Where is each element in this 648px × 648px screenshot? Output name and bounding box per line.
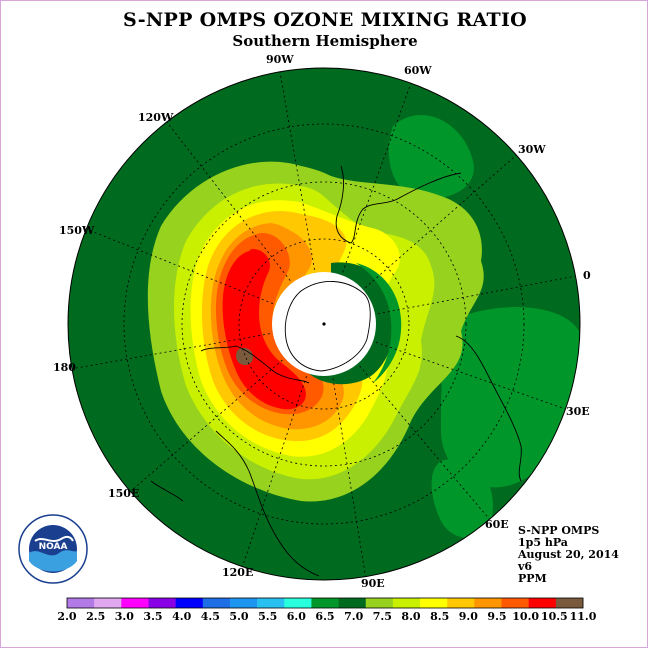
colorbar-tick-label: 5.5 [258,610,277,623]
info-date: August 20, 2014 [518,548,619,561]
map-subtitle: Southern Hemisphere [232,32,418,50]
polar-ring-green [356,263,402,383]
lon-label-150e: 150E [108,487,139,500]
colorbar-tick-label: 8.5 [430,610,449,623]
colorbar-swatch [148,598,176,608]
lon-label-30e: 30E [566,405,590,418]
colorbar-tick-label: 6.0 [287,610,306,623]
colorbar-tick-label: 8.0 [401,610,420,623]
info-units: PPM [518,572,547,585]
lon-label-90e: 90E [361,577,385,590]
patch-green-60e [431,459,493,538]
colorbar-swatch [94,598,122,608]
colorbar-swatch [67,598,95,608]
noaa-logo: NOAA [18,514,88,584]
info-version: v6 [518,560,533,573]
lon-label-180: 180 [53,361,76,374]
coast-africa [455,335,522,482]
colorbar-tick-label: 9.5 [487,610,506,623]
colorbar-tick-label: 4.5 [201,610,220,623]
graticule-lat-30 [123,123,525,525]
colorbar-swatch [121,598,149,608]
lon-label-120e: 120E [222,566,253,579]
colorbar-tick-label: 2.0 [57,610,76,623]
lon-label-120w: 120W [138,111,174,124]
colorbar-swatch [284,598,312,608]
coast-indonesia [215,430,320,577]
colorbar-tick-label: 10.5 [541,610,568,623]
colorbar-swatch [365,598,394,608]
colorbar-swatch [392,598,421,608]
colorbar-swatch [528,598,557,608]
coast-antarctica [284,281,371,372]
colorbar-tick-label: 7.5 [373,610,392,623]
colorbar-tick-label: 5.0 [229,610,248,623]
graticule-lat-50 [181,181,467,467]
contour-10-5 [222,249,306,410]
colorbar-swatch [555,598,584,608]
colorbar-swatch [420,598,448,608]
graticule-lat-70 [238,238,410,410]
colorbar-swatch [311,598,339,608]
colorbar-swatch [175,598,204,608]
south-pole-marker [322,322,326,326]
noaa-logo-text: NOAA [39,542,68,552]
colorbar-swatch [474,598,502,608]
colorbar-swatch [202,598,231,608]
colorbar-swatch [447,598,475,608]
coast-south-america [335,165,462,244]
patch-green-60w [388,114,474,200]
colorbar-swatch [257,598,285,608]
colorbar-tick-label: 11.0 [570,610,597,623]
colorbar-tick-label: 10.0 [512,610,539,623]
info-block: S-NPP OMPS 1p5 hPa August 20, 2014 v6 PP… [518,525,619,585]
polar-ring-dark [306,262,395,385]
lon-label-60e: 60E [485,518,509,531]
map-border [67,67,581,581]
colorbar-border [66,597,584,609]
info-level: 1p5 hPa [518,536,568,549]
colorbar-tick-label: 4.0 [172,610,191,623]
coast-islands [150,480,184,502]
coastlines [150,165,522,577]
colorbar-swatch [501,598,529,608]
colorbar-tick-label: 2.5 [86,610,105,623]
colorbar-tick-label: 3.0 [115,610,134,623]
lon-label-0: 0 [583,269,591,282]
colorbar-tick-label: 7.0 [344,610,363,623]
colorbar-tick-label: 3.5 [143,610,162,623]
colorbar-tick-label: 6.5 [315,610,334,623]
lon-label-30w: 30W [518,143,546,156]
info-instrument: S-NPP OMPS [518,524,600,537]
colorbar-tick-label: 9.0 [459,610,478,623]
colorbar-swatch [338,598,367,608]
coast-australia-north [200,345,310,384]
colorbar: 2.0 2.5 3.0 3.5 4.0 4.5 5.0 5.5 6.0 6.5 7.0 7.5 8.0 8… [57,597,597,623]
patch-green-30e [441,307,580,488]
lon-label-90w: 90W [266,53,294,66]
map-title: S-NPP OMPS OZONE MIXING RATIO [122,9,528,31]
lon-label-150w: 150W [59,224,95,237]
colorbar-swatch [229,598,258,608]
ozone-field [68,68,580,580]
lon-label-60w: 60W [404,64,432,77]
